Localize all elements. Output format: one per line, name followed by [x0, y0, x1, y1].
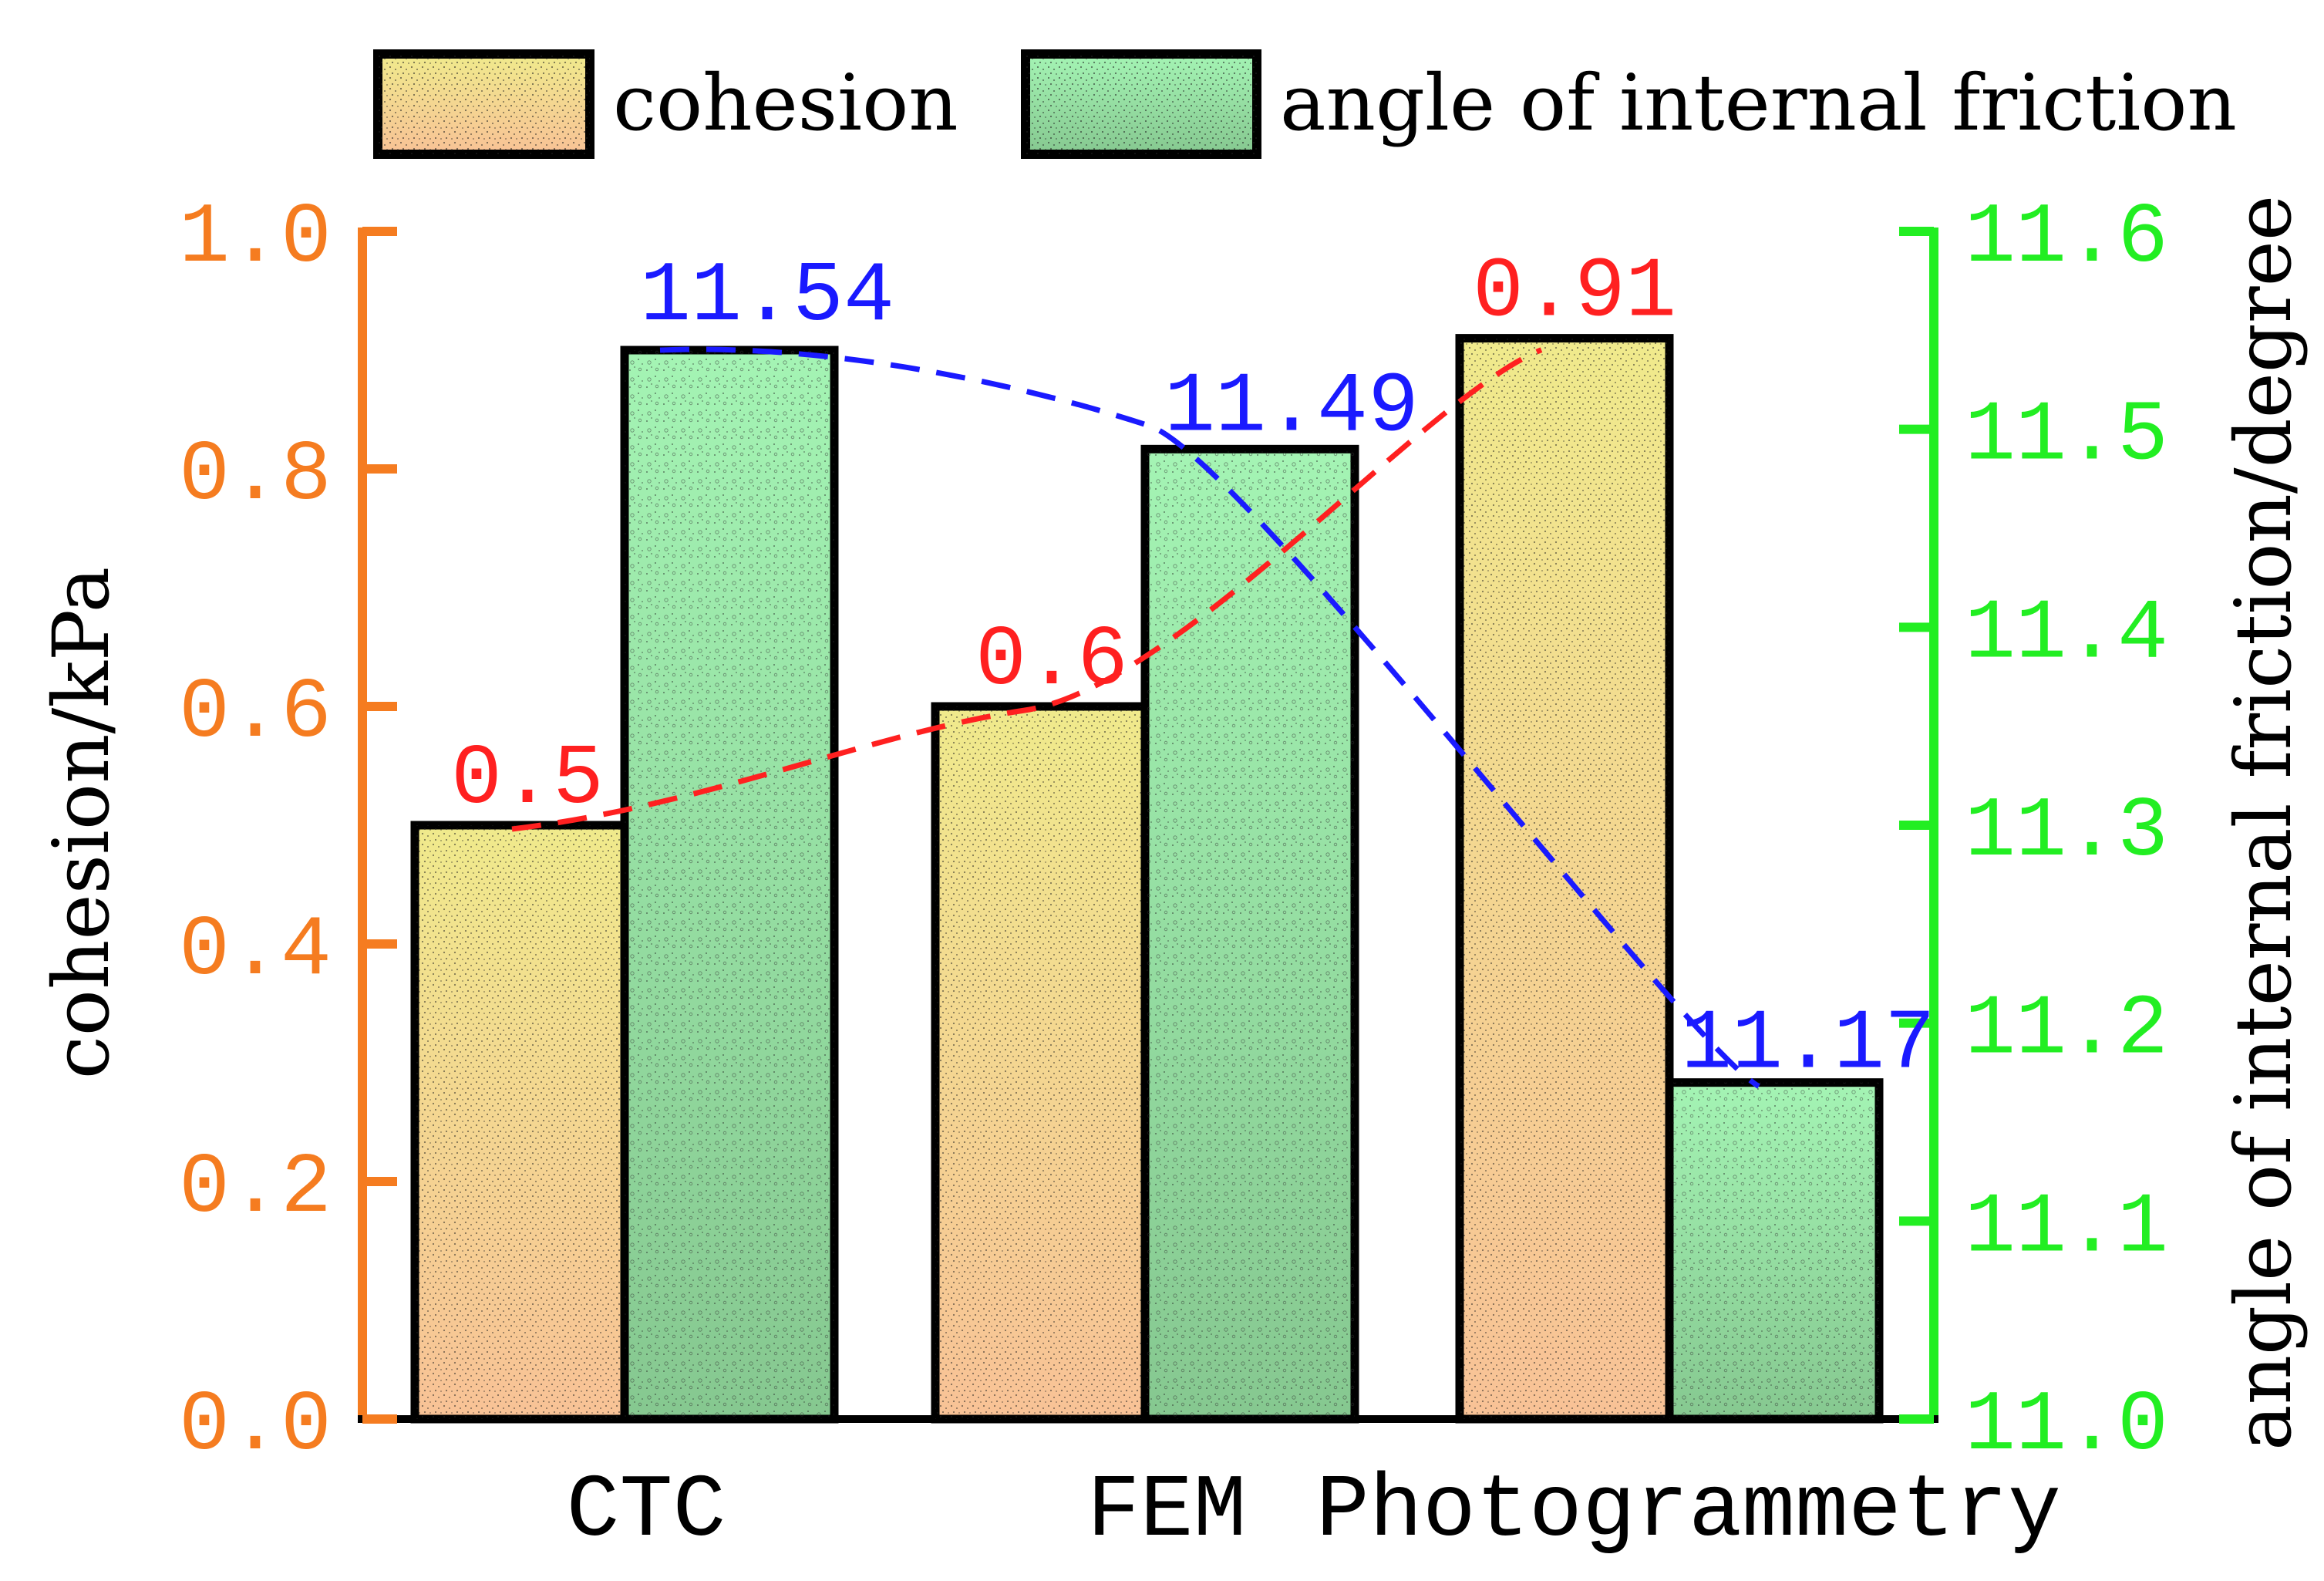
left-axis-title: cohesion/kPa	[36, 567, 126, 1079]
right-tick-label: 11.3	[1965, 784, 2168, 881]
category-label-ctc: CTC	[566, 1461, 726, 1562]
value-labels: 0.5 11.54 0.6 11.49 0.91 11.17	[451, 245, 1935, 1094]
left-tick-label: 0.6	[179, 666, 332, 762]
left-ticks: 0.0 0.2 0.4 0.6 0.8 1.0	[179, 190, 397, 1475]
right-tick-label: 11.4	[1965, 586, 2168, 683]
left-tick-label: 0.4	[179, 903, 332, 1000]
bar-friction-texture	[625, 350, 834, 1419]
right-axis-title: angle of internal friction/degree	[2218, 195, 2309, 1451]
left-tick-label: 0.2	[179, 1141, 332, 1237]
value-label-friction: 11.17	[1681, 997, 1935, 1094]
bar-friction-texture	[1145, 449, 1355, 1420]
value-label-friction: 11.49	[1164, 359, 1419, 456]
right-ticks: 11.0 11.1 11.2 11.3 11.4 11.5 11.6	[1899, 190, 2168, 1475]
legend-entry-friction: angle of internal friction	[1021, 49, 2237, 159]
legend-label-friction: angle of internal friction	[1280, 58, 2237, 148]
bar-cohesion-texture	[415, 825, 625, 1419]
category-label-fem: FEM	[1086, 1461, 1246, 1562]
value-label-friction: 11.54	[640, 249, 894, 346]
legend-entry-cohesion: cohesion	[373, 49, 958, 159]
category-label-photogrammetry: Photogrammetry	[1316, 1461, 2061, 1562]
trend-lines	[511, 346, 1760, 1089]
value-label-cohesion: 0.5	[451, 732, 604, 828]
right-tick-label: 11.1	[1965, 1180, 2168, 1276]
bar-friction-texture	[1669, 1082, 1879, 1419]
right-tick-label: 11.6	[1965, 190, 2168, 287]
value-label-cohesion: 0.6	[975, 613, 1128, 710]
right-tick-label: 11.5	[1965, 389, 2168, 485]
value-label-cohesion: 0.91	[1473, 245, 1676, 342]
left-tick-label: 0.8	[179, 428, 332, 524]
bars	[410, 334, 1884, 1424]
bar-cohesion-texture	[935, 706, 1145, 1419]
legend-label-cohesion: cohesion	[613, 58, 958, 148]
trend-line-cohesion	[511, 347, 1543, 832]
category-labels: CTC FEM Photogrammetry	[566, 1461, 2061, 1562]
left-tick-label: 1.0	[179, 190, 332, 287]
right-tick-label: 11.2	[1965, 983, 2168, 1079]
right-tick-label: 11.0	[1965, 1378, 2168, 1475]
legend: cohesion angle of internal friction	[373, 49, 2237, 159]
left-tick-label: 0.0	[179, 1378, 332, 1475]
